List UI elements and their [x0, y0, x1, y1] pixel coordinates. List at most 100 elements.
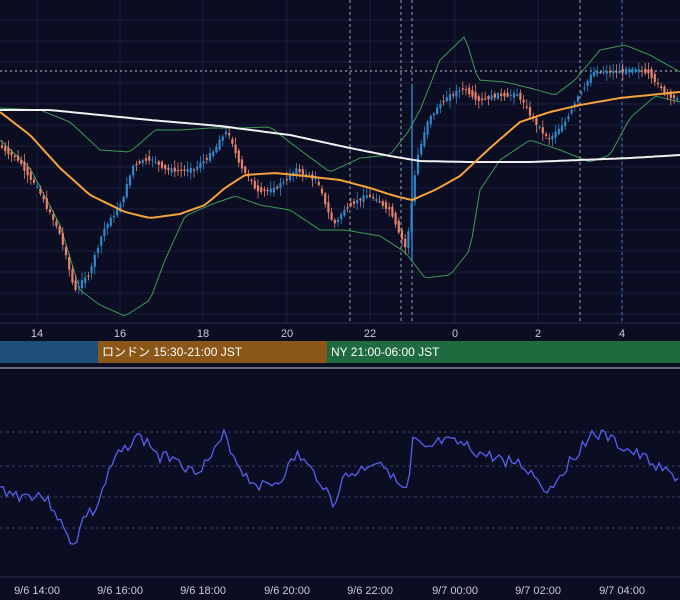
candle-body: [522, 99, 525, 103]
candle-body: [295, 168, 298, 176]
oscillator-grid: [0, 367, 680, 578]
candle-body: [634, 69, 637, 72]
candle-body: [621, 69, 624, 73]
candle-body: [676, 97, 679, 100]
candle-body: [330, 212, 333, 220]
candle-body: [493, 93, 496, 98]
candle-body: [455, 90, 458, 97]
candle-body: [362, 195, 365, 202]
candle-body: [519, 92, 522, 100]
candle-body: [116, 209, 119, 216]
candle-body: [647, 69, 650, 74]
candle-body: [151, 159, 154, 161]
candle-body: [122, 196, 125, 203]
candle-body: [320, 188, 324, 194]
candle-body: [167, 167, 170, 171]
x-tick-label: 14: [31, 328, 43, 340]
candle-body: [640, 70, 644, 72]
candle-body: [240, 159, 244, 169]
candle-body: [138, 161, 141, 164]
candle-body: [45, 198, 48, 209]
candle-body: [263, 189, 266, 191]
candle-body: [160, 161, 164, 168]
candle-body: [407, 231, 410, 248]
candle-body: [10, 152, 13, 156]
candle-body: [359, 198, 362, 201]
candle-body: [13, 155, 16, 157]
candle-body: [103, 228, 106, 237]
candle-body: [602, 71, 605, 73]
candle-body: [349, 203, 352, 206]
x-tick-label: 20: [281, 328, 293, 340]
candle-body: [186, 168, 189, 172]
candle-body: [234, 144, 237, 154]
x-tick-label: 9/7 04:00: [599, 585, 645, 597]
x-tick-label: 16: [114, 328, 126, 340]
candle-body: [416, 154, 420, 175]
candle-body: [215, 146, 218, 153]
candle-body: [157, 161, 160, 165]
candle-body: [631, 68, 634, 73]
candle-body: [464, 88, 468, 91]
candle-body: [551, 135, 554, 140]
candle-body: [544, 134, 548, 136]
x-tick-label: 9/7 00:00: [432, 585, 478, 597]
candle-body: [512, 93, 516, 98]
candle-body: [413, 175, 416, 202]
candle-body: [228, 133, 231, 136]
candle-body: [224, 131, 228, 135]
candle-body: [448, 94, 452, 101]
candle-body: [23, 161, 26, 171]
candle-body: [199, 162, 202, 169]
candle-body: [61, 232, 64, 245]
candle-body: [525, 106, 528, 108]
x-tick-label: 9/6 18:00: [180, 585, 226, 597]
candle-body: [55, 221, 58, 227]
candle-body: [7, 147, 10, 155]
candle-body: [356, 199, 359, 204]
candle-body: [180, 169, 183, 171]
candle-body: [256, 185, 260, 192]
candle-body: [135, 164, 138, 166]
x-tick-label: 18: [197, 328, 209, 340]
candle-body: [660, 86, 663, 88]
candles: [0, 62, 679, 296]
candle-body: [170, 168, 173, 173]
oscillator-chart[interactable]: 9/6 14:00 9/6 16:00 9/6 18:00 9/6 20:00 9/6 …: [0, 364, 680, 600]
candle-body: [669, 91, 672, 98]
candle-body: [20, 160, 23, 164]
candle-body: [554, 131, 557, 138]
candle-body: [583, 87, 586, 89]
candle-body: [650, 69, 653, 79]
candle-body: [608, 71, 612, 73]
x-tick-label: 9/6 16:00: [97, 585, 143, 597]
candle-body: [368, 194, 372, 197]
candle-body: [346, 207, 349, 209]
candle-body: [208, 153, 212, 161]
moving-average-fast: [0, 91, 680, 219]
candle-body: [605, 70, 608, 74]
candle-body: [244, 166, 247, 174]
candle-body: [496, 93, 500, 99]
candle-body: [490, 95, 493, 100]
candle-body: [644, 68, 647, 74]
candle-body: [176, 170, 180, 172]
session-ny: NY 21:00-06:00 JST: [327, 341, 680, 363]
candle-body: [301, 169, 304, 175]
candle-body: [352, 201, 356, 204]
candle-body: [298, 169, 301, 173]
x-tick-label: 2: [535, 328, 541, 340]
candle-body: [509, 94, 512, 96]
x-tick-label: 9/7 02:00: [515, 585, 561, 597]
bollinger-lower-line: [0, 95, 680, 317]
candle-body: [378, 201, 381, 203]
candle-body: [637, 69, 640, 73]
candle-body: [84, 277, 87, 284]
candle-body: [560, 125, 564, 132]
candle-body: [317, 181, 320, 185]
candle-body: [381, 201, 384, 206]
candle-body: [16, 155, 20, 161]
candle-body: [90, 266, 93, 274]
candle-body: [442, 101, 445, 103]
price-chart[interactable]: 14 16 18 20 22 0 2 4: [0, 0, 680, 340]
